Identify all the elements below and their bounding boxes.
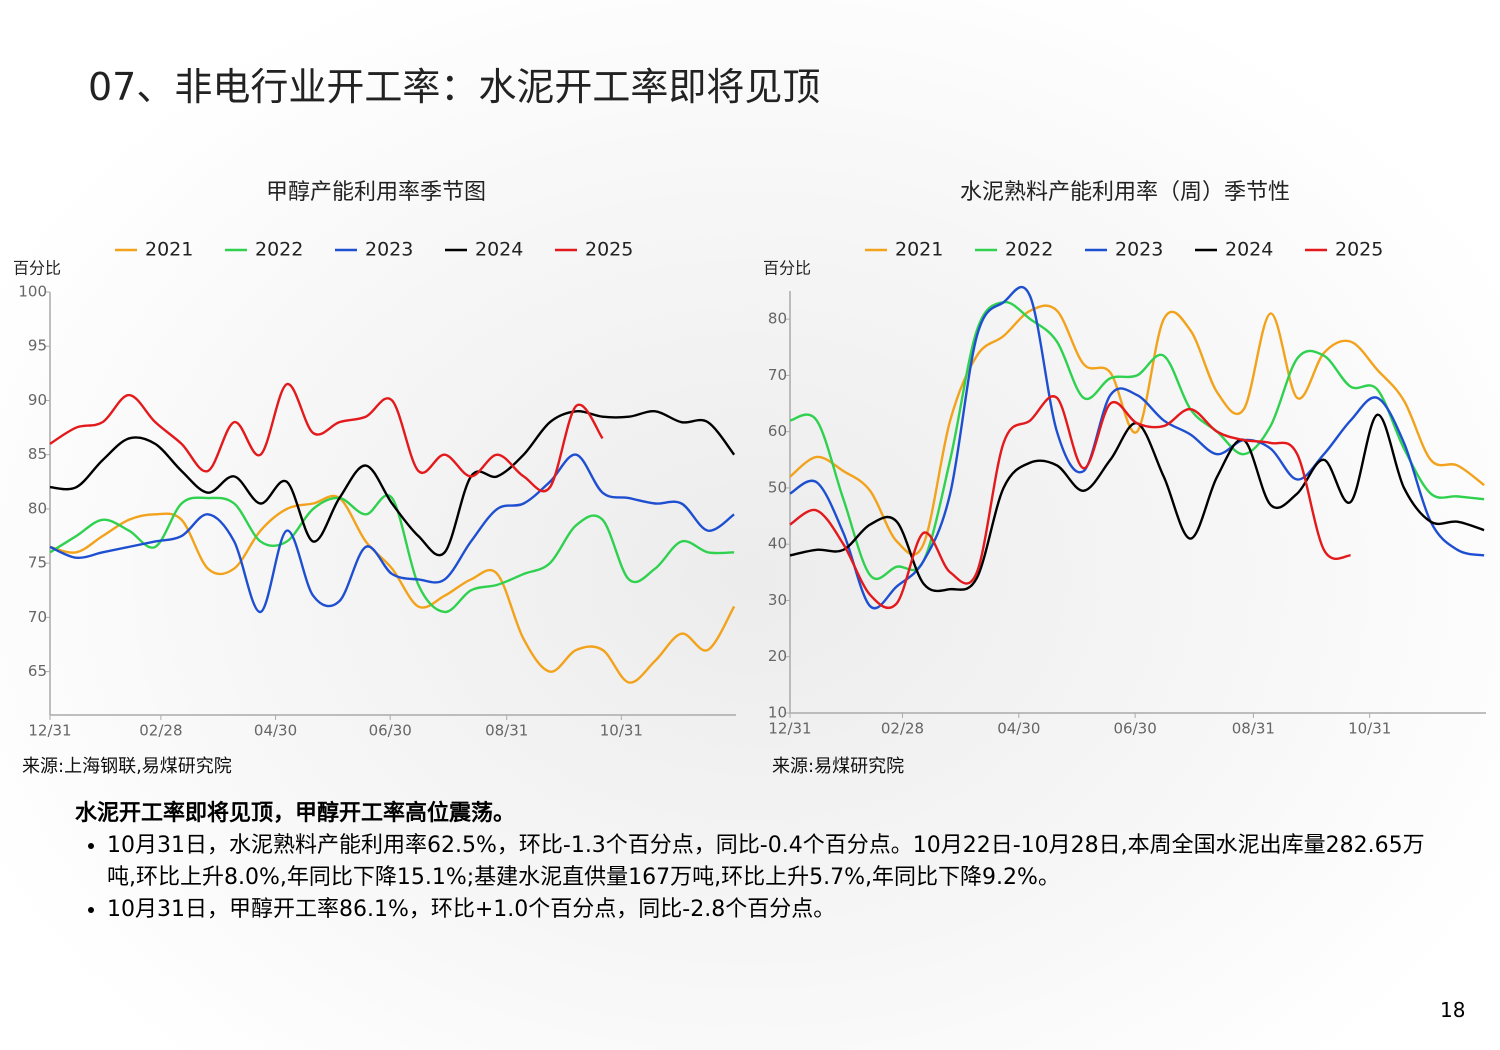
source-note: 来源:易煤研究院 bbox=[772, 756, 904, 777]
y-tick-label: 80 bbox=[768, 310, 787, 328]
y-tick-label: 30 bbox=[768, 591, 787, 609]
x-tick-label: 04/30 bbox=[997, 720, 1040, 738]
y-tick-label: 40 bbox=[768, 535, 787, 553]
chart-title: 甲醇产能利用率季节图 bbox=[266, 180, 486, 205]
x-tick-label: 06/30 bbox=[1114, 720, 1157, 738]
series-line bbox=[49, 494, 735, 614]
series-line bbox=[789, 395, 1351, 609]
legend-label: 2023 bbox=[1115, 239, 1163, 261]
legend-label: 2025 bbox=[585, 239, 633, 261]
x-tick-label: 12/31 bbox=[768, 720, 811, 738]
y-tick-label: 70 bbox=[768, 366, 787, 384]
legend-label: 2025 bbox=[1335, 239, 1383, 261]
x-tick-label: 04/30 bbox=[254, 722, 297, 740]
y-tick-label: 60 bbox=[768, 422, 787, 440]
chart-title: 水泥熟料产能利用率（周）季节性 bbox=[960, 180, 1290, 205]
series-line bbox=[49, 383, 604, 493]
y-tick-label: 10 bbox=[768, 704, 787, 722]
x-tick-label: 10/31 bbox=[1348, 720, 1391, 738]
series-line bbox=[49, 494, 736, 684]
x-tick-label: 08/31 bbox=[485, 722, 528, 740]
summary: 水泥开工率即将见顶，甲醇开工率高位震荡。 10月31日，水泥熟料产能利用率62.… bbox=[75, 798, 1435, 926]
bullet: 10月31日，水泥熟料产能利用率62.5%，环比-1.3个百分点，同比-0.4个… bbox=[107, 830, 1435, 894]
legend-label: 2022 bbox=[1005, 239, 1053, 261]
y-tick-label: 95 bbox=[28, 337, 47, 355]
y-tick-label: 65 bbox=[28, 662, 47, 680]
series-line bbox=[49, 410, 736, 557]
x-tick-label: 02/28 bbox=[139, 722, 182, 740]
legend-label: 2022 bbox=[255, 239, 303, 261]
series-line bbox=[789, 300, 1485, 581]
y-tick-label: 85 bbox=[28, 445, 47, 463]
legend-label: 2021 bbox=[145, 239, 193, 261]
source-note: 来源:上海钢联,易煤研究院 bbox=[22, 756, 232, 777]
x-tick-label: 10/31 bbox=[600, 722, 643, 740]
y-tick-label: 70 bbox=[28, 608, 47, 626]
y-tick-label: 90 bbox=[28, 391, 47, 409]
legend-label: 2023 bbox=[365, 239, 413, 261]
x-tick-label: 06/30 bbox=[369, 722, 412, 740]
y-axis-label: 百分比 bbox=[763, 259, 811, 278]
y-tick-label: 50 bbox=[768, 478, 787, 496]
y-tick-label: 20 bbox=[768, 647, 787, 665]
page-number: 18 bbox=[1440, 998, 1466, 1022]
legend-label: 2024 bbox=[1225, 239, 1273, 261]
summary-heading: 水泥开工率即将见顶，甲醇开工率高位震荡。 bbox=[75, 801, 516, 826]
y-axis-label: 百分比 bbox=[13, 259, 61, 278]
x-tick-label: 02/28 bbox=[881, 720, 924, 738]
x-tick-label: 08/31 bbox=[1232, 720, 1275, 738]
bullet-list: 10月31日，水泥熟料产能利用率62.5%，环比-1.3个百分点，同比-0.4个… bbox=[75, 830, 1435, 926]
y-tick-label: 100 bbox=[18, 283, 47, 301]
y-tick-label: 75 bbox=[28, 554, 47, 572]
y-tick-label: 80 bbox=[28, 499, 47, 517]
slide-title: 07、非电行业开工率：水泥开工率即将见顶 bbox=[88, 65, 821, 109]
bullet: 10月31日，甲醇开工率86.1%，环比+1.0个百分点，同比-2.8个百分点。 bbox=[107, 894, 1435, 926]
series-line bbox=[49, 453, 735, 614]
legend-label: 2024 bbox=[475, 239, 523, 261]
series-line bbox=[789, 286, 1485, 610]
x-tick-label: 12/31 bbox=[28, 722, 71, 740]
series-line bbox=[789, 413, 1485, 593]
series-line bbox=[789, 304, 1485, 556]
legend-label: 2021 bbox=[895, 239, 943, 261]
charts: 甲醇产能利用率季节图 2021 2022 2023 2024 2025 百分比 65 70 75 8… bbox=[13, 180, 1486, 777]
